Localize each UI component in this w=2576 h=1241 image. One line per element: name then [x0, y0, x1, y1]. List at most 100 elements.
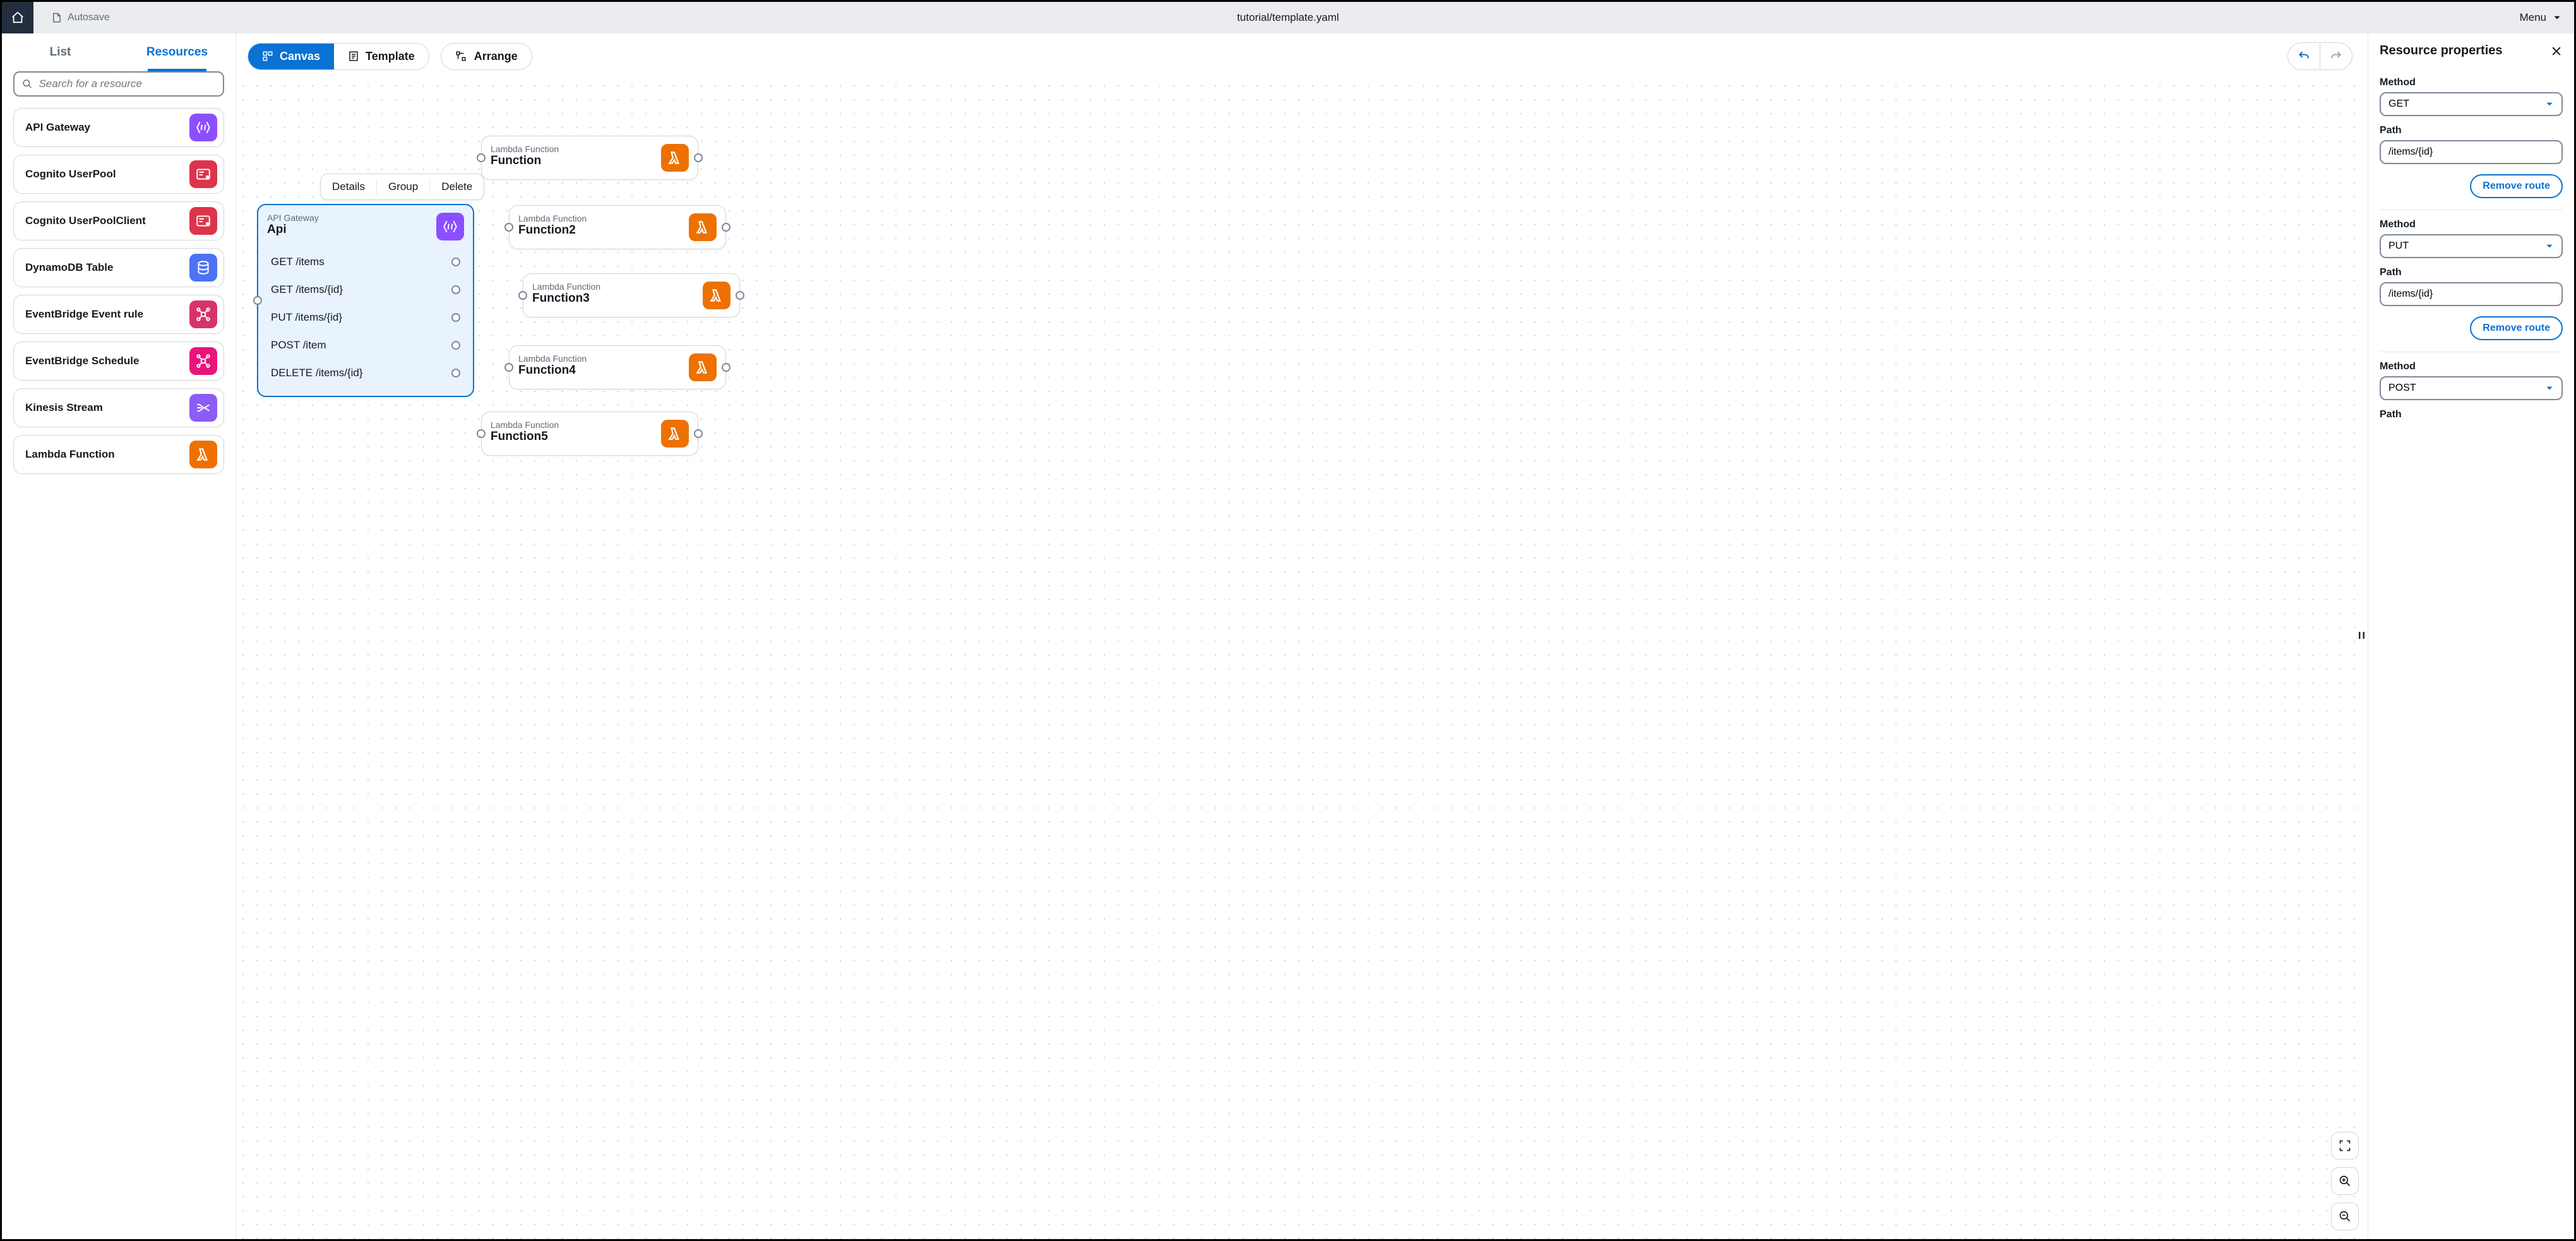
node-port-left[interactable] [504, 223, 513, 232]
node-port-right[interactable] [694, 153, 703, 162]
resource-type-label: EventBridge Schedule [25, 355, 139, 367]
resource-type-item[interactable]: Lambda Function [13, 435, 224, 474]
view-mode-segment: Canvas Template [247, 43, 429, 70]
route-port[interactable] [451, 285, 460, 294]
zoom-in-button[interactable] [2331, 1167, 2359, 1195]
view-canvas-label: Canvas [280, 50, 320, 63]
properties-title: Resource properties [2380, 44, 2503, 58]
method-select[interactable]: POST [2380, 376, 2563, 400]
caret-down-icon [2545, 384, 2554, 393]
node-port-right[interactable] [694, 429, 703, 438]
node-port-right[interactable] [722, 363, 730, 372]
node-type-label: Lambda Function [532, 282, 600, 292]
resource-type-item[interactable]: EventBridge Schedule [13, 341, 224, 381]
ctx-details-button[interactable]: Details [321, 174, 376, 199]
api-route-row[interactable]: POST /item [267, 331, 464, 359]
lambda-function-node[interactable]: Lambda Function Function5 [481, 412, 698, 456]
fit-view-button[interactable] [2331, 1132, 2359, 1160]
route-property-block: Method POST Path [2380, 361, 2563, 420]
remove-route-button[interactable]: Remove route [2470, 316, 2563, 340]
route-port[interactable] [451, 258, 460, 266]
api-route-label: POST /item [271, 339, 326, 352]
properties-panel: II Resource properties Method GET Path /… [2368, 33, 2574, 1239]
lambda-icon [689, 213, 717, 241]
home-button[interactable] [2, 2, 33, 33]
close-icon[interactable] [2550, 45, 2563, 57]
node-type-label: API Gateway [267, 213, 319, 223]
resource-search[interactable] [13, 71, 224, 97]
path-value: /items/{id} [2388, 288, 2433, 300]
caret-down-icon [2553, 13, 2561, 22]
resource-type-label: Kinesis Stream [25, 401, 103, 414]
node-port-left[interactable] [504, 363, 513, 372]
api-route-row[interactable]: GET /items [267, 248, 464, 276]
route-port[interactable] [451, 369, 460, 377]
lambda-function-node[interactable]: Lambda Function Function2 [509, 205, 726, 249]
file-icon [51, 12, 63, 23]
api-route-row[interactable]: GET /items/{id} [267, 276, 464, 304]
cognito-icon [189, 207, 217, 235]
node-type-label: Lambda Function [491, 420, 559, 430]
api-route-row[interactable]: PUT /items/{id} [267, 304, 464, 331]
node-name-label: Function4 [518, 364, 587, 377]
node-type-label: Lambda Function [491, 144, 559, 154]
undo-redo-group [2287, 42, 2352, 70]
lambda-icon [661, 420, 689, 448]
node-port-right[interactable] [736, 291, 744, 300]
lambda-function-node[interactable]: Lambda Function Function4 [509, 345, 726, 389]
resource-type-item[interactable]: EventBridge Event rule [13, 295, 224, 334]
method-select[interactable]: GET [2380, 92, 2563, 116]
api-route-row[interactable]: DELETE /items/{id} [267, 359, 464, 387]
resource-type-item[interactable]: DynamoDB Table [13, 248, 224, 287]
resource-type-item[interactable]: Kinesis Stream [13, 388, 224, 427]
node-port-left[interactable] [477, 429, 486, 438]
eventbridge-icon [189, 347, 217, 375]
view-template-button[interactable]: Template [334, 44, 429, 69]
undo-icon [2298, 50, 2310, 62]
resource-type-item[interactable]: Cognito UserPoolClient [13, 201, 224, 240]
node-port-left[interactable] [253, 296, 262, 305]
lambda-function-node[interactable]: Lambda Function Function3 [523, 273, 740, 318]
path-label: Path [2380, 409, 2563, 420]
redo-button[interactable] [2320, 43, 2352, 69]
arrange-button[interactable]: Arrange [441, 43, 532, 70]
lambda-icon [703, 282, 730, 309]
api-gateway-node[interactable]: API Gateway Api GET /itemsGET /items/{id… [257, 204, 474, 397]
resource-type-label: Cognito UserPool [25, 168, 116, 181]
remove-route-button[interactable]: Remove route [2470, 174, 2563, 198]
tab-resources[interactable]: Resources [119, 33, 236, 71]
zoom-in-icon [2339, 1175, 2351, 1187]
path-label: Path [2380, 267, 2563, 278]
zoom-out-button[interactable] [2331, 1202, 2359, 1230]
cognito-icon [189, 160, 217, 188]
menu-button[interactable]: Menu [2519, 11, 2561, 24]
view-canvas-button[interactable]: Canvas [248, 44, 334, 69]
api-gateway-icon [189, 114, 217, 141]
node-port-left[interactable] [518, 291, 527, 300]
lambda-icon [189, 441, 217, 468]
arrange-icon [455, 50, 467, 62]
node-port-right[interactable] [722, 223, 730, 232]
sidebar-tabs: List Resources [2, 33, 236, 71]
lambda-function-node[interactable]: Lambda Function Function [481, 136, 698, 180]
design-canvas[interactable]: Details Group Delete API Gat [236, 79, 2368, 1239]
undo-button[interactable] [2288, 43, 2320, 69]
api-route-label: DELETE /items/{id} [271, 367, 363, 379]
ctx-group-button[interactable]: Group [377, 174, 429, 199]
node-name-label: Function3 [532, 292, 600, 306]
route-port[interactable] [451, 313, 460, 322]
tab-list[interactable]: List [2, 33, 119, 71]
properties-header: Resource properties [2368, 33, 2574, 68]
search-input[interactable] [39, 78, 215, 90]
panel-drag-handle[interactable]: II [2358, 631, 2366, 642]
canvas-toolbar: Canvas Template Arrange [236, 33, 2368, 79]
method-select[interactable]: PUT [2380, 234, 2563, 258]
path-input[interactable]: /items/{id} [2380, 282, 2563, 306]
ctx-delete-button[interactable]: Delete [430, 174, 484, 199]
node-port-left[interactable] [477, 153, 486, 162]
api-route-label: GET /items [271, 256, 325, 268]
resource-type-item[interactable]: Cognito UserPool [13, 155, 224, 194]
route-port[interactable] [451, 341, 460, 350]
resource-type-item[interactable]: API Gateway [13, 108, 224, 147]
path-input[interactable]: /items/{id} [2380, 140, 2563, 164]
